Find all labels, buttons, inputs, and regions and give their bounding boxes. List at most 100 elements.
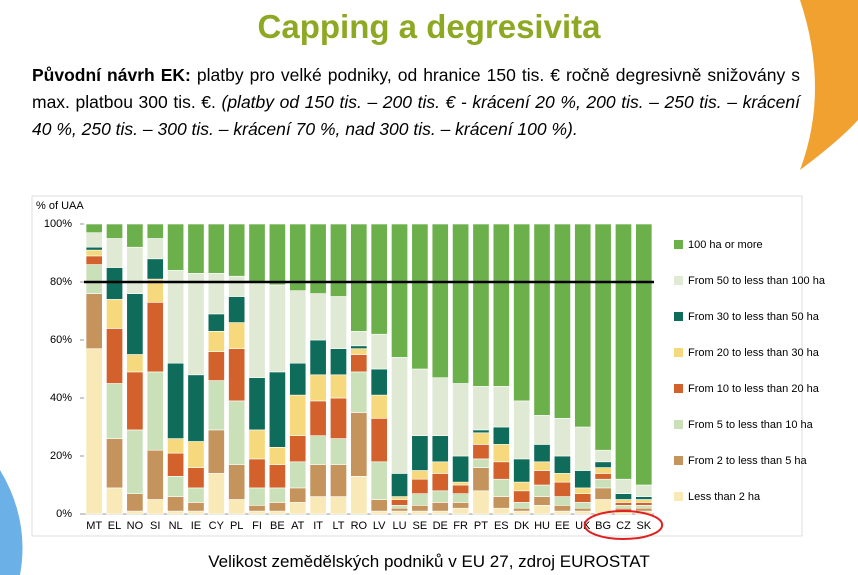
decor-blue — [0, 470, 23, 575]
bar-segment — [635, 223, 653, 486]
bar-segment — [309, 293, 327, 341]
bar-segment — [431, 435, 449, 463]
bar-segment — [513, 481, 531, 492]
bar-segment — [472, 458, 490, 468]
bar-segment — [126, 493, 144, 512]
bar-segment — [167, 223, 185, 271]
bar-segment — [431, 510, 449, 515]
bar-segment — [533, 461, 551, 471]
bar-segment — [85, 246, 103, 251]
bar-segment — [106, 383, 123, 439]
bar-segment — [167, 270, 185, 364]
bar-segment — [350, 348, 368, 355]
bar-segment — [146, 449, 164, 500]
bar-segment — [492, 461, 510, 480]
bar-segment — [594, 478, 612, 489]
x-tick-label: IT — [313, 520, 323, 532]
bar-segment — [472, 429, 490, 434]
bold-text: Původní návrh EK: — [32, 65, 191, 85]
bar-segment — [533, 484, 551, 497]
bar-segment — [207, 330, 225, 352]
bar-segment — [574, 487, 592, 494]
bar-segment — [228, 499, 246, 515]
x-tick-label: LV — [373, 520, 386, 532]
caption: Velikost zemědělských podniků v EU 27, z… — [208, 552, 650, 571]
bar-segment — [411, 435, 429, 471]
bar-segment — [391, 504, 408, 509]
bar-segment — [452, 383, 470, 457]
bar-segment — [309, 496, 327, 515]
bar-segment — [533, 496, 551, 506]
bar-segment — [492, 444, 510, 463]
x-tick-label: EL — [108, 520, 121, 532]
x-tick-label: EE — [555, 520, 570, 532]
x-tick-label: PL — [230, 520, 243, 532]
x-tick-label: NL — [169, 520, 183, 532]
bar-segment — [187, 223, 205, 274]
x-tick-label: DE — [433, 520, 448, 532]
x-tick-label: SE — [413, 520, 428, 532]
bar-segment — [289, 502, 307, 515]
bar-segment — [268, 223, 286, 286]
highlight-ellipse — [583, 510, 664, 540]
bar-segment — [309, 400, 327, 436]
bar-segment — [635, 499, 653, 503]
bar-segment — [289, 394, 307, 437]
bar-segment — [289, 435, 307, 463]
bar-segment — [85, 348, 103, 515]
legend-label: From 10 to less than 20 ha — [688, 383, 820, 395]
bar-segment — [268, 502, 286, 512]
bar-segment — [126, 354, 144, 373]
bar-segment — [187, 487, 205, 503]
bar-segment — [268, 510, 286, 515]
bar-segment — [146, 258, 164, 280]
bar-segment — [574, 223, 592, 428]
bar-segment — [574, 507, 592, 512]
bar-segment — [492, 496, 510, 509]
bar-segment — [370, 510, 388, 515]
bar-segment — [452, 484, 470, 494]
bar-segment — [309, 374, 327, 402]
bar-segment — [635, 496, 653, 500]
bar-segment — [268, 371, 286, 448]
bar-segment — [594, 223, 612, 451]
bar-segment — [126, 293, 144, 355]
bar-segment — [472, 467, 490, 492]
bar-segment — [167, 452, 185, 477]
bar-segment — [309, 223, 327, 294]
bar-segment — [248, 377, 266, 431]
bar-segment — [635, 504, 653, 509]
bar-segment — [574, 470, 592, 489]
bar-segment — [167, 475, 185, 497]
paragraph: Původní návrh EK: platby pro velké podni… — [32, 62, 800, 143]
bar-segment — [268, 464, 286, 489]
bar-segment — [635, 507, 653, 512]
bar-segment — [309, 339, 327, 376]
bar-segment — [635, 484, 653, 497]
legend-swatch — [674, 384, 683, 393]
bar-segment — [350, 345, 368, 349]
bar-segment — [615, 499, 632, 503]
bar-segment — [350, 354, 368, 373]
bar-segment — [594, 449, 612, 463]
bar-segment — [513, 507, 531, 512]
bar-segment — [492, 223, 510, 387]
bar-segment — [228, 296, 246, 323]
x-tick-label: DK — [514, 520, 530, 532]
bar-segment — [411, 223, 429, 370]
bar-segment — [350, 223, 368, 332]
bar-segment — [228, 464, 246, 500]
bar-segment — [330, 296, 347, 350]
x-tick-label: PT — [474, 520, 488, 532]
bar-segment — [126, 510, 144, 515]
bar-segment — [146, 238, 164, 260]
bar-segment — [594, 461, 612, 468]
x-tick-label: HU — [534, 520, 550, 532]
bar-segment — [452, 455, 470, 483]
bar-segment — [370, 394, 388, 419]
y-axis-label: % of UAA — [36, 200, 84, 212]
bar-segment — [411, 478, 429, 495]
bar-segment — [268, 487, 286, 503]
bar-segment — [574, 426, 592, 471]
